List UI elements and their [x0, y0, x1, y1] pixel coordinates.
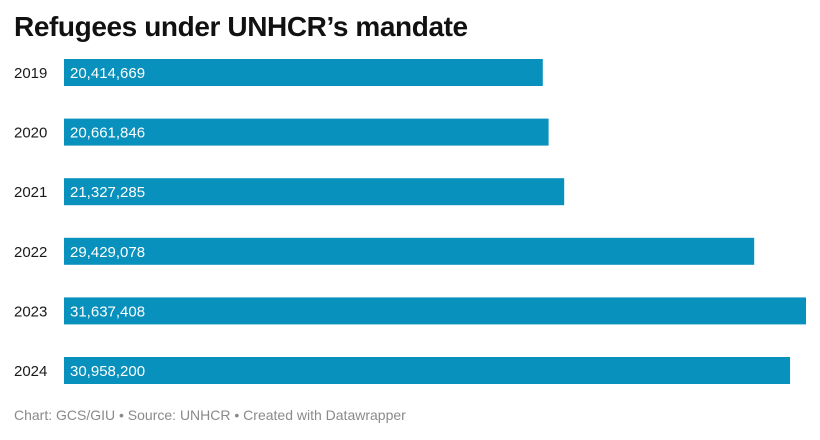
bar: [64, 118, 549, 146]
chart-title: Refugees under UNHCR’s mandate: [14, 11, 468, 42]
bar: [64, 237, 755, 265]
bar: [64, 297, 806, 325]
bar: [64, 357, 791, 384]
bar-chart: 2019 20,414,669 2020 20,661,846 2021 21,327,2…: [14, 59, 806, 384]
category-label: 2022: [14, 244, 47, 261]
chart-footer-credit: Chart: GCS/GIU • Source: UNHCR • Created…: [14, 407, 406, 423]
value-label: 20,661,846: [70, 125, 145, 142]
value-label: 30,958,200: [70, 363, 145, 380]
category-label: 2024: [14, 363, 47, 380]
category-label: 2019: [14, 65, 47, 82]
bar: [64, 59, 543, 86]
value-label: 31,637,408: [70, 303, 145, 320]
value-label: 20,414,669: [70, 65, 145, 82]
category-label: 2023: [14, 303, 47, 320]
bar: [64, 178, 565, 206]
category-label: 2021: [14, 184, 47, 201]
value-label: 21,327,285: [70, 184, 145, 201]
category-label: 2020: [14, 125, 47, 142]
value-label: 29,429,078: [70, 244, 145, 261]
